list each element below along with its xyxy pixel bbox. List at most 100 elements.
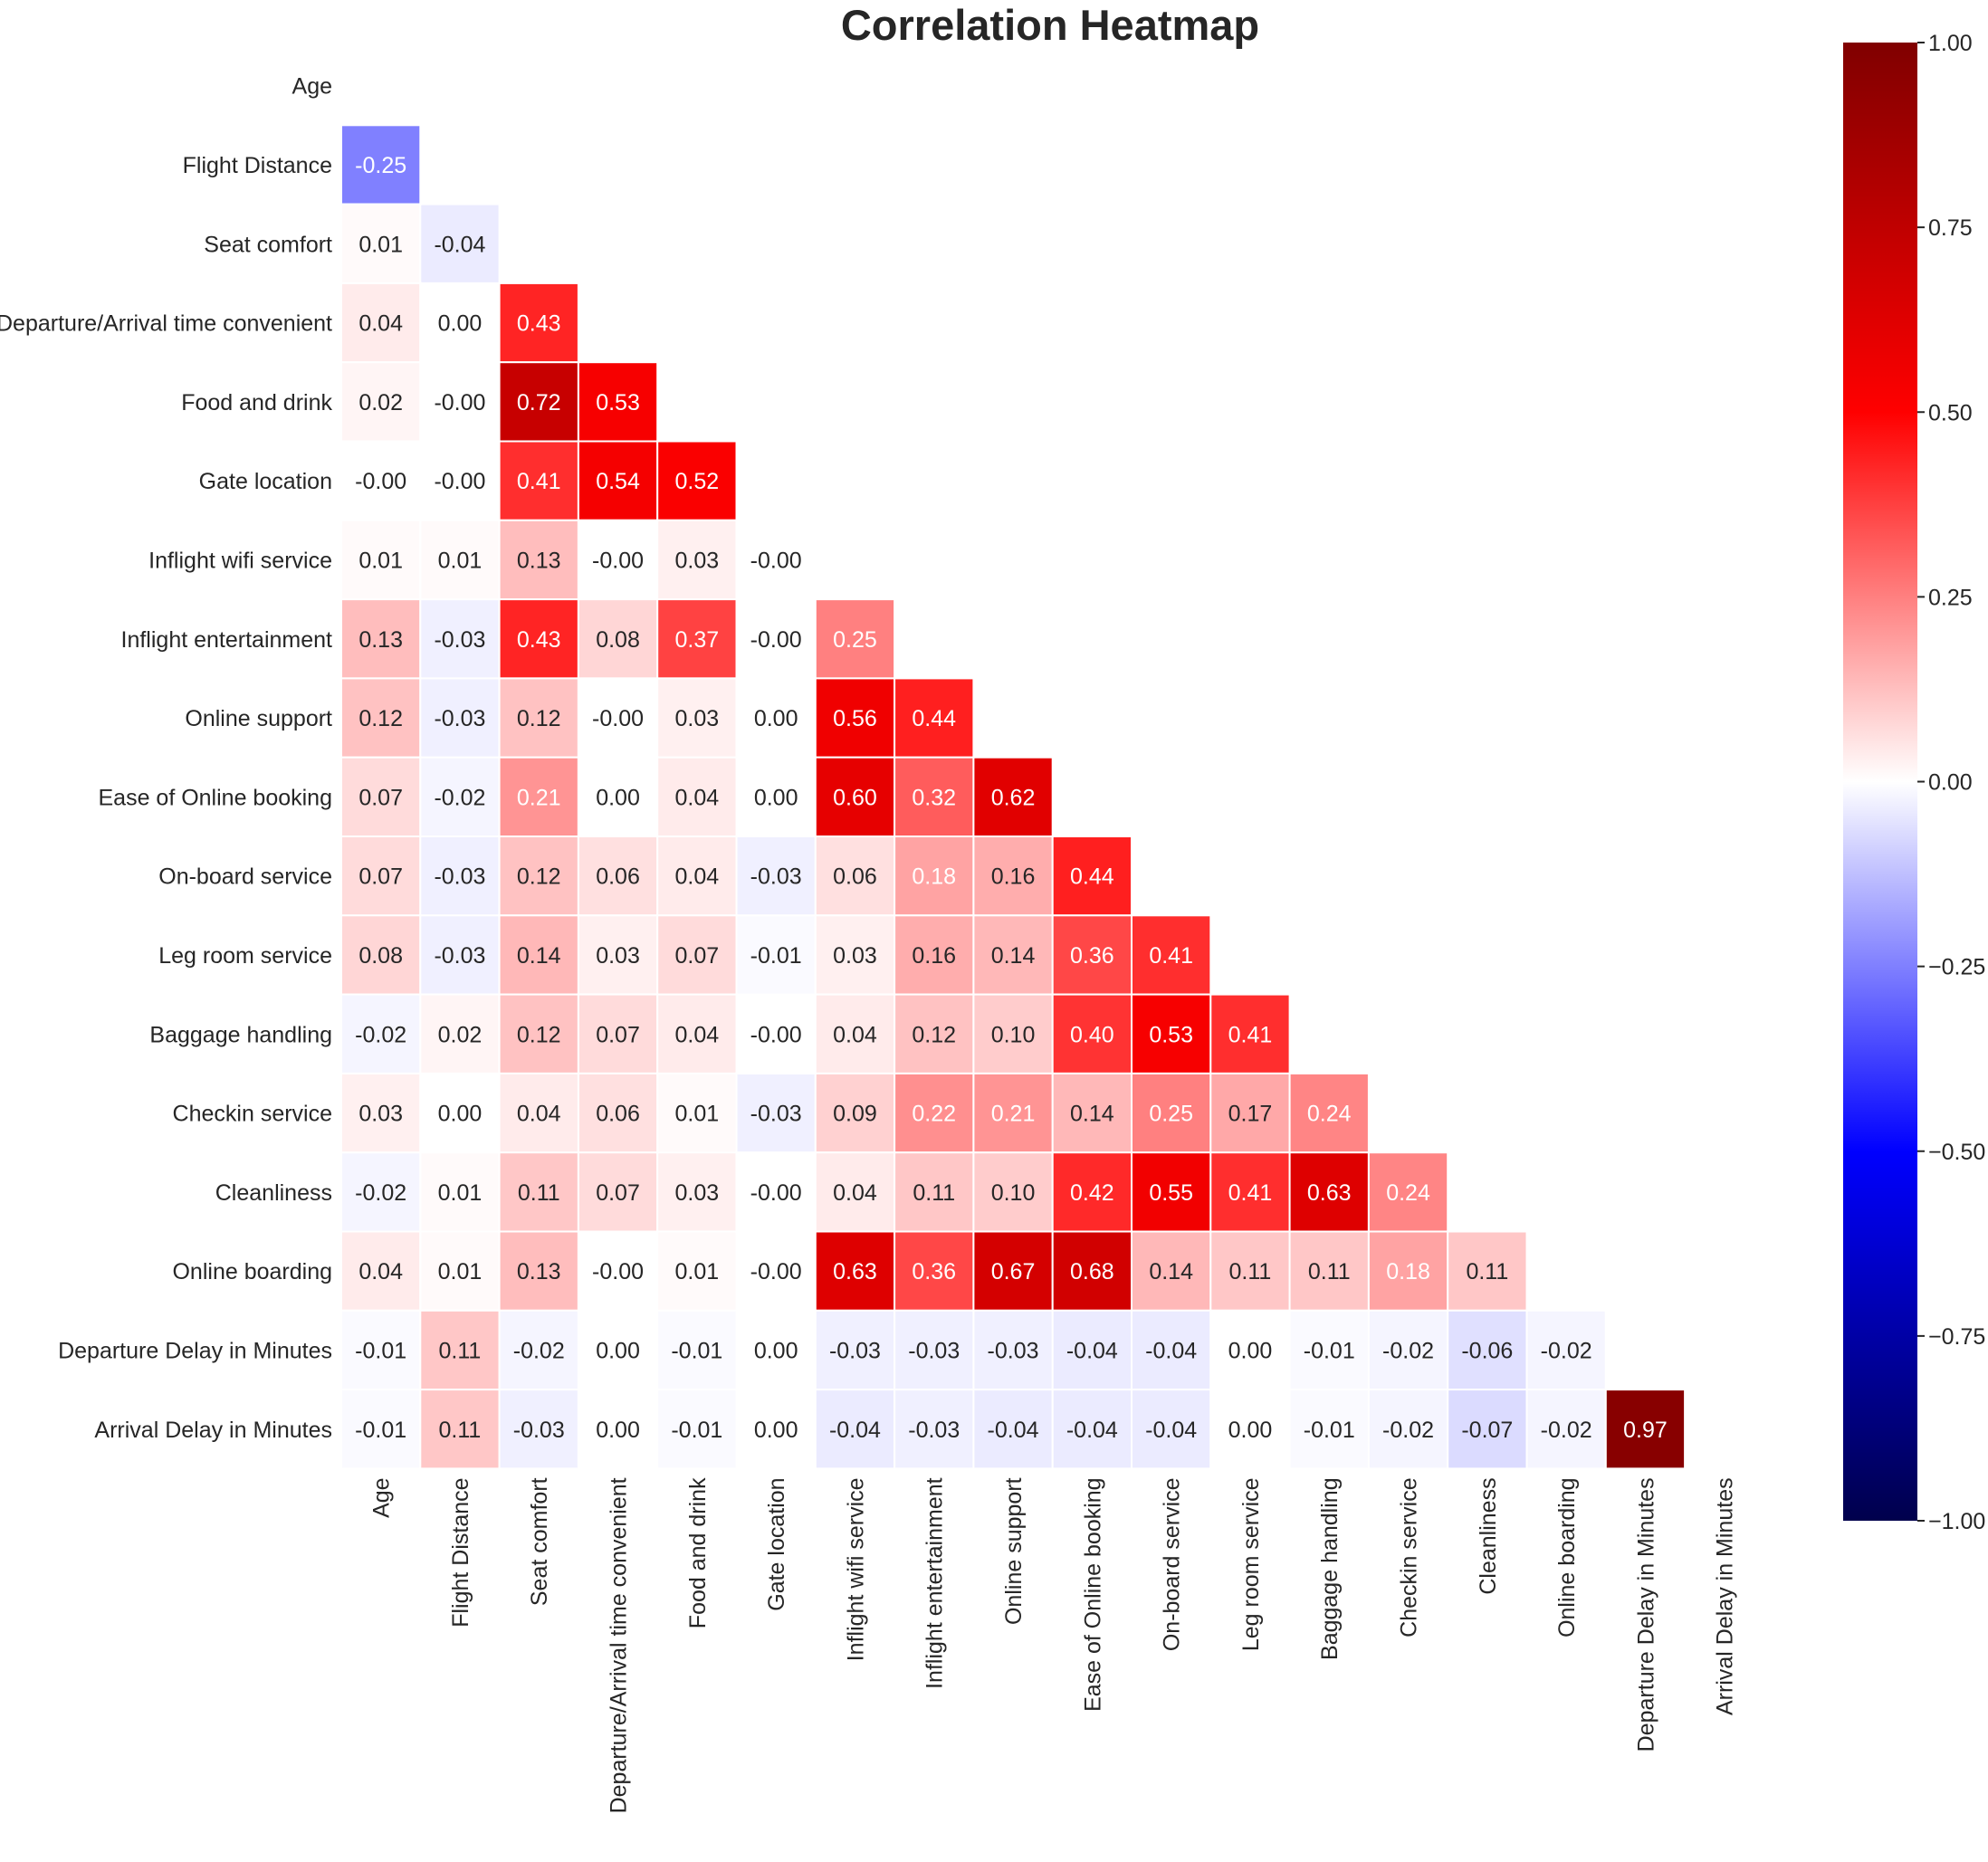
cell-value-label: 0.55 <box>1149 1180 1193 1206</box>
cell-value-label: 0.13 <box>517 1259 561 1284</box>
cell-value-label: 0.21 <box>991 1102 1036 1127</box>
x-tick-label: Online support <box>1001 1477 1027 1625</box>
heatmap-cell <box>735 1389 817 1470</box>
colorbar-tick-label: 0.50 <box>1928 400 1973 425</box>
cell-value-label: -0.02 <box>1382 1338 1434 1363</box>
heatmap-cell <box>1367 1151 1449 1233</box>
cell-value-label: 0.41 <box>517 469 561 494</box>
cell-value-label: -0.03 <box>750 864 802 890</box>
heatmap-cell <box>894 1230 975 1312</box>
heatmap-cell <box>419 361 501 443</box>
heatmap-cell <box>340 124 422 205</box>
y-tick-label: Inflight wifi service <box>148 548 332 573</box>
y-tick-label: Baggage handling <box>149 1022 332 1047</box>
y-tick-label: Online support <box>185 706 332 731</box>
heatmap-cell <box>814 756 896 838</box>
x-tick-label: Arrival Delay in Minutes <box>1713 1477 1738 1715</box>
cell-value-label: 0.21 <box>517 785 561 810</box>
cell-value-label: 0.56 <box>833 706 877 731</box>
heatmap-cell <box>340 993 422 1074</box>
heatmap-cell <box>1367 1230 1449 1312</box>
cell-value-label: 0.54 <box>596 469 640 494</box>
cell-value-label: -0.02 <box>513 1338 565 1363</box>
cell-value-label: 0.00 <box>596 1418 640 1443</box>
heatmap-cell <box>1288 1072 1370 1154</box>
cell-value-label: 0.04 <box>517 1102 561 1127</box>
cell-value-label: -0.01 <box>750 943 802 969</box>
cell-value-label: 0.25 <box>1149 1102 1193 1127</box>
y-tick-label: Flight Distance <box>183 153 332 178</box>
heatmap-cell <box>735 756 817 838</box>
cell-value-label: 0.00 <box>754 1418 798 1443</box>
cell-value-label: -0.06 <box>1461 1338 1513 1363</box>
cell-value-label: 0.42 <box>1070 1180 1114 1206</box>
heatmap-cell <box>814 1230 896 1312</box>
y-tick-label: Arrival Delay in Minutes <box>94 1418 332 1443</box>
heatmap-cell <box>1051 1389 1133 1470</box>
cell-value-label: 0.01 <box>438 1259 483 1284</box>
y-tick-label: Online boarding <box>172 1259 332 1284</box>
cell-value-label: -0.00 <box>434 469 485 494</box>
heatmap-cell <box>498 1230 579 1312</box>
y-tick-label: Inflight entertainment <box>121 627 333 653</box>
heatmap-cell <box>577 914 659 996</box>
cell-value-label: 0.14 <box>517 943 561 969</box>
colorbar-tick-label: 0.75 <box>1928 215 1973 241</box>
cell-value-label: -0.00 <box>750 1259 802 1284</box>
cell-value-label: -0.03 <box>829 1338 881 1363</box>
heatmap-cell <box>498 519 579 601</box>
heatmap-cell <box>1288 1151 1370 1233</box>
heatmap-cell <box>419 836 501 917</box>
cell-value-label: 0.04 <box>675 1022 720 1047</box>
heatmap-cell <box>419 1389 501 1470</box>
colorbar-tick-label: −0.50 <box>1928 1140 1985 1165</box>
y-tick-label: Food and drink <box>181 390 332 415</box>
heatmap-cell <box>972 836 1054 917</box>
cell-value-label: 0.00 <box>438 1102 483 1127</box>
x-tick-label: Departure/Arrival time convenient <box>607 1477 632 1813</box>
y-tick-label: Seat comfort <box>204 232 332 257</box>
heatmap-cell <box>1367 1309 1449 1391</box>
x-tick-label: Inflight wifi service <box>843 1477 868 1661</box>
cell-value-label: 0.14 <box>1149 1259 1193 1284</box>
cell-value-label: 0.44 <box>1070 864 1114 890</box>
cell-value-label: -0.25 <box>355 153 406 178</box>
heatmap-cell <box>1131 1309 1212 1391</box>
heatmap-cell <box>1131 914 1212 996</box>
cell-value-label: -0.03 <box>513 1418 565 1443</box>
heatmap-cell <box>735 1151 817 1233</box>
colorbar-tick-label: −1.00 <box>1928 1509 1985 1534</box>
cell-value-label: -0.03 <box>988 1338 1039 1363</box>
cell-value-label: 0.17 <box>1228 1102 1273 1127</box>
cell-value-label: 0.52 <box>675 469 720 494</box>
cell-value-label: -0.00 <box>750 627 802 653</box>
x-tick-label: Seat comfort <box>527 1477 552 1606</box>
cell-value-label: 0.03 <box>675 1180 720 1206</box>
cell-value-label: -0.04 <box>434 232 485 257</box>
cell-value-label: -0.00 <box>592 548 644 573</box>
heatmap-cell <box>1131 1230 1212 1312</box>
cell-value-label: 0.16 <box>912 943 956 969</box>
heatmap-cell <box>1447 1230 1528 1312</box>
x-tick-label: Checkin service <box>1397 1477 1422 1637</box>
x-axis-labels: Age Flight Distance Seat comfort Departure/… <box>369 1477 1738 1813</box>
cell-value-label: -0.04 <box>988 1418 1039 1443</box>
heatmap-cell <box>498 677 579 759</box>
heatmap-cell <box>894 1151 975 1233</box>
cell-value-label: -0.01 <box>1304 1338 1355 1363</box>
cell-value-label: 0.09 <box>833 1102 877 1127</box>
cell-value-label: 0.53 <box>596 390 640 415</box>
heatmap-cell <box>656 1230 738 1312</box>
heatmap-cell <box>1604 1389 1687 1470</box>
y-axis-labels: Age Flight Distance Seat comfort Departure/… <box>0 74 332 1443</box>
heatmap-cell <box>419 440 501 521</box>
heatmap-cell <box>656 1151 738 1233</box>
heatmap-cell <box>577 361 659 443</box>
cell-value-label: 0.53 <box>1149 1022 1193 1047</box>
heatmap-cell <box>577 1072 659 1154</box>
colorbar: 1.00 0.75 0.50 0.25 0.00 −0.25 −0.50 −0.75 −1.00 <box>1843 31 1985 1534</box>
cell-value-label: 0.13 <box>517 548 561 573</box>
cell-value-label: 0.11 <box>1466 1259 1508 1284</box>
heatmap-cell <box>1525 1309 1607 1391</box>
